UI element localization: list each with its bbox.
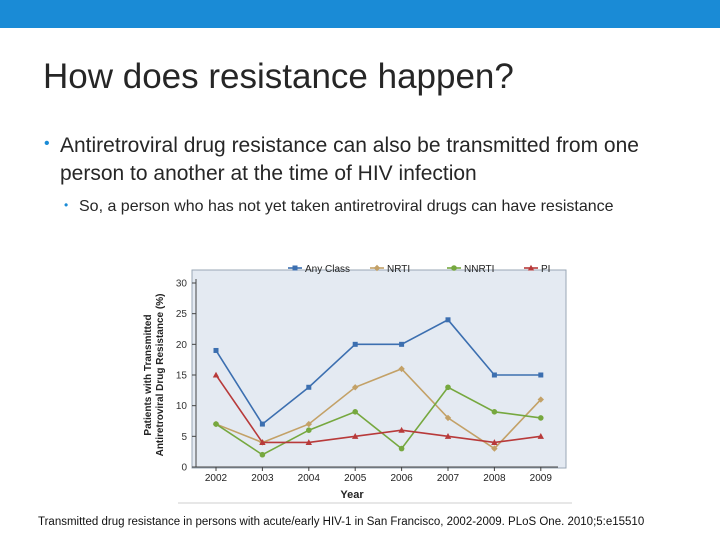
data-point-any-class <box>491 372 497 378</box>
x-tick-label: 2008 <box>483 473 506 484</box>
figure-caption: Transmitted drug resistance in persons w… <box>38 516 645 528</box>
legend-label-any-class: Any Class <box>305 264 350 275</box>
x-tick-label: 2006 <box>390 473 413 484</box>
bullet-level-1: • Antiretroviral drug resistance can als… <box>44 132 694 188</box>
x-tick-label: 2002 <box>205 473 228 484</box>
data-point-nrti <box>305 420 312 428</box>
data-point-nnrti <box>538 415 544 421</box>
accent-top-bar <box>0 0 720 28</box>
x-tick-label: 2007 <box>437 473 460 484</box>
data-point-nnrti <box>491 409 498 415</box>
legend-marker-any-class <box>292 265 298 271</box>
legend-label-nrti: NRTI <box>387 264 410 275</box>
y-tick-label: 15 <box>176 371 188 382</box>
data-point-nnrti <box>352 409 359 415</box>
data-point-nnrti <box>306 427 312 434</box>
legend-marker-nnrti <box>451 265 457 271</box>
data-point-any-class <box>306 384 312 390</box>
y-axis-title-line-1: Patients with Transmitted <box>143 314 154 435</box>
y-tick-label: 5 <box>181 432 187 443</box>
data-point-nrti <box>491 445 498 452</box>
data-point-pi <box>444 433 452 439</box>
data-point-nnrti <box>445 384 451 391</box>
x-tick-label: 2009 <box>530 473 553 484</box>
y-tick-label: 30 <box>176 279 188 290</box>
data-point-any-class <box>259 421 265 427</box>
bullet-text: Antiretroviral drug resistance can also … <box>60 134 639 185</box>
x-tick-label: 2004 <box>298 473 321 484</box>
series-line-any-class <box>215 318 541 426</box>
data-point-any-class <box>399 341 405 347</box>
legend-label-pi: PI <box>541 264 550 275</box>
data-point-pi <box>491 439 498 445</box>
data-point-any-class <box>445 317 451 323</box>
y-tick-label: 20 <box>176 340 188 351</box>
data-point-pi <box>537 433 544 439</box>
data-point-nrti <box>537 396 544 403</box>
data-point-nnrti <box>259 451 266 458</box>
y-tick-label: 25 <box>176 309 188 320</box>
data-point-nnrti <box>213 421 219 427</box>
plot-background <box>191 269 567 469</box>
data-point-nrti <box>352 384 359 391</box>
y-axis-title-line-2: Antiretroviral Drug Resistance (%) <box>155 294 166 457</box>
legend-label-nnrti: NNRTI <box>464 264 494 275</box>
series-line-nrti <box>215 367 542 450</box>
series-line-nnrti <box>215 386 541 456</box>
data-point-pi <box>352 433 359 439</box>
data-point-nnrti <box>398 445 405 452</box>
slide-title: How does resistance happen? <box>43 57 514 96</box>
x-tick-label: 2005 <box>344 473 367 484</box>
data-point-any-class <box>538 372 544 378</box>
legend-marker-pi <box>527 264 535 271</box>
data-point-any-class <box>213 347 219 353</box>
data-point-pi <box>259 439 266 445</box>
bullet-dot-icon: • <box>44 135 50 152</box>
y-tick-label: 10 <box>176 401 188 412</box>
series-line-pi <box>215 374 541 444</box>
data-point-nrti <box>444 414 452 422</box>
y-tick-label: 0 <box>181 463 187 474</box>
legend-marker-nrti <box>373 264 381 272</box>
data-point-any-class <box>352 341 358 347</box>
bullet-level-2: • So, a person who has not yet taken ant… <box>64 196 684 217</box>
data-point-nrti <box>398 365 405 373</box>
bullet-dot-icon: • <box>64 198 69 212</box>
x-tick-label: 2003 <box>251 473 274 484</box>
x-axis-title: Year <box>340 489 364 501</box>
data-point-pi <box>305 439 312 445</box>
data-point-pi <box>398 426 405 433</box>
sub-bullet-text: So, a person who has not yet taken antir… <box>79 198 614 215</box>
data-point-pi <box>212 371 220 378</box>
